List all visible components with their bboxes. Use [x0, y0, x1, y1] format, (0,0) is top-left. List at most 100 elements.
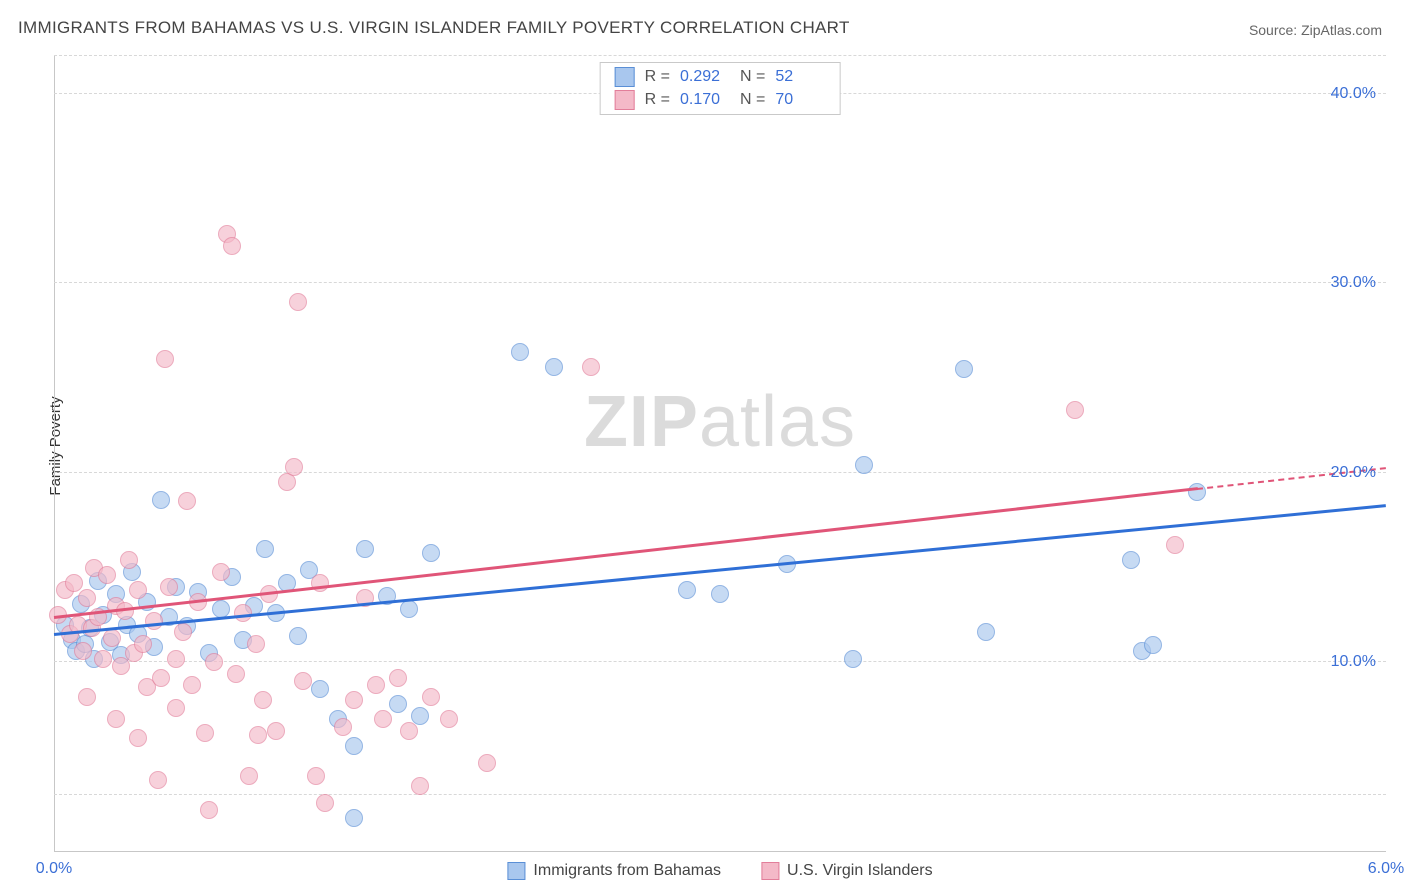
data-point — [478, 754, 496, 772]
stat-r-label: R = — [645, 91, 670, 109]
x-axis-line — [54, 851, 1386, 852]
data-point — [247, 635, 265, 653]
data-point — [254, 691, 272, 709]
gridline — [54, 661, 1386, 662]
data-point — [149, 771, 167, 789]
data-point — [156, 350, 174, 368]
legend-stats-row-0: R = 0.292 N = 52 — [615, 67, 826, 87]
data-point — [212, 563, 230, 581]
chart-container: IMMIGRANTS FROM BAHAMAS VS U.S. VIRGIN I… — [0, 0, 1406, 892]
data-point — [167, 699, 185, 717]
watermark-zip: ZIP — [584, 382, 699, 462]
data-point — [65, 574, 83, 592]
data-point — [285, 458, 303, 476]
legend-stats: R = 0.292 N = 52 R = 0.170 N = 70 — [600, 62, 841, 115]
data-point — [98, 566, 116, 584]
data-point — [307, 767, 325, 785]
data-point — [334, 718, 352, 736]
stat-n-value: 70 — [775, 91, 825, 109]
stat-r-value: 0.292 — [680, 68, 730, 86]
data-point — [174, 623, 192, 641]
gridline — [54, 55, 1386, 56]
data-point — [289, 293, 307, 311]
watermark: ZIPatlas — [584, 381, 856, 463]
data-point — [152, 669, 170, 687]
data-point — [422, 688, 440, 706]
legend-label: Immigrants from Bahamas — [533, 862, 721, 880]
data-point — [545, 358, 563, 376]
data-point — [345, 691, 363, 709]
y-tick-label: 20.0% — [1331, 464, 1376, 482]
data-point — [267, 722, 285, 740]
data-point — [316, 794, 334, 812]
data-point — [367, 676, 385, 694]
stat-n-label: N = — [740, 68, 765, 86]
y-tick-label: 30.0% — [1331, 274, 1376, 292]
y-axis-line — [54, 56, 55, 852]
y-tick-label: 40.0% — [1331, 85, 1376, 103]
data-point — [94, 650, 112, 668]
trend-line — [54, 505, 1386, 636]
stat-n-label: N = — [740, 91, 765, 109]
data-point — [200, 801, 218, 819]
stat-r-label: R = — [645, 68, 670, 86]
data-point — [440, 710, 458, 728]
data-point — [411, 707, 429, 725]
data-point — [294, 672, 312, 690]
legend-swatch-icon — [615, 90, 635, 110]
stat-n-value: 52 — [775, 68, 825, 86]
data-point — [356, 540, 374, 558]
data-point — [167, 650, 185, 668]
data-point — [311, 680, 329, 698]
data-point — [678, 581, 696, 599]
watermark-atlas: atlas — [699, 382, 856, 462]
data-point — [345, 737, 363, 755]
trend-line — [54, 488, 1198, 619]
data-point — [78, 688, 96, 706]
data-point — [389, 695, 407, 713]
data-point — [1122, 551, 1140, 569]
stat-r-value: 0.170 — [680, 91, 730, 109]
data-point — [289, 627, 307, 645]
data-point — [256, 540, 274, 558]
data-point — [249, 726, 267, 744]
data-point — [160, 578, 178, 596]
data-point — [152, 491, 170, 509]
data-point — [74, 642, 92, 660]
source-label: Source: ZipAtlas.com — [1249, 22, 1382, 38]
data-point — [129, 581, 147, 599]
legend-swatch-icon — [761, 862, 779, 880]
data-point — [400, 722, 418, 740]
legend-stats-row-1: R = 0.170 N = 70 — [615, 90, 826, 110]
data-point — [196, 724, 214, 742]
data-point — [345, 809, 363, 827]
data-point — [844, 650, 862, 668]
legend-swatch-icon — [507, 862, 525, 880]
data-point — [955, 360, 973, 378]
data-point — [1066, 401, 1084, 419]
data-point — [120, 551, 138, 569]
legend-swatch-icon — [615, 67, 635, 87]
y-tick-label: 10.0% — [1331, 653, 1376, 671]
data-point — [511, 343, 529, 361]
data-point — [112, 657, 130, 675]
legend-item-1: U.S. Virgin Islanders — [761, 862, 933, 880]
data-point — [240, 767, 258, 785]
data-point — [145, 612, 163, 630]
legend-label: U.S. Virgin Islanders — [787, 862, 933, 880]
data-point — [1188, 483, 1206, 501]
data-point — [183, 676, 201, 694]
data-point — [389, 669, 407, 687]
legend-item-0: Immigrants from Bahamas — [507, 862, 721, 880]
data-point — [223, 237, 241, 255]
data-point — [103, 629, 121, 647]
gridline — [54, 472, 1386, 473]
data-point — [78, 589, 96, 607]
data-point — [582, 358, 600, 376]
data-point — [178, 492, 196, 510]
data-point — [422, 544, 440, 562]
plot-area: ZIPatlas R = 0.292 N = 52 R = 0.170 N = … — [54, 56, 1386, 852]
chart-title: IMMIGRANTS FROM BAHAMAS VS U.S. VIRGIN I… — [18, 18, 850, 38]
gridline — [54, 282, 1386, 283]
gridline — [54, 794, 1386, 795]
